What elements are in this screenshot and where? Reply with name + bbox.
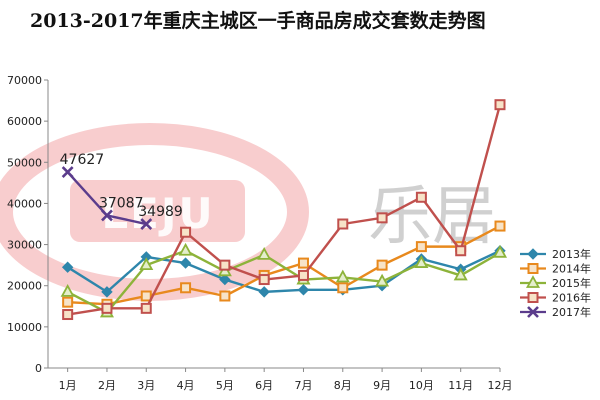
watermark-badge bbox=[70, 180, 245, 242]
y-tick-label: 60000 bbox=[7, 115, 42, 128]
data-point bbox=[101, 209, 113, 222]
data-point bbox=[375, 273, 390, 287]
data-point bbox=[257, 246, 272, 260]
data-point bbox=[335, 269, 350, 283]
y-tick-label: 40000 bbox=[7, 197, 42, 210]
series-line bbox=[67, 224, 501, 306]
series-2016年 bbox=[62, 99, 506, 321]
data-point bbox=[180, 282, 192, 294]
data-point bbox=[178, 242, 193, 256]
data-point bbox=[219, 290, 231, 302]
series-2013年 bbox=[61, 245, 506, 298]
data-point bbox=[527, 263, 539, 274]
data-point bbox=[179, 257, 192, 269]
data-point bbox=[414, 255, 429, 268]
data-point bbox=[60, 284, 75, 297]
data-point bbox=[376, 212, 388, 224]
data-point bbox=[219, 259, 231, 271]
data-point bbox=[62, 296, 74, 308]
data-label: 47627 bbox=[60, 152, 105, 168]
y-tick-label: 70000 bbox=[7, 74, 42, 87]
x-tick-label: 11月 bbox=[448, 379, 473, 392]
y-tick-label: 30000 bbox=[7, 239, 42, 252]
legend-label: 2015年 bbox=[552, 276, 591, 290]
x-tick-label: 6月 bbox=[255, 379, 273, 392]
watermark-text-latin: LEJU bbox=[101, 189, 214, 238]
data-point bbox=[415, 191, 427, 203]
series-2015年 bbox=[60, 242, 508, 318]
data-point bbox=[525, 275, 541, 288]
data-label: 37087 bbox=[99, 195, 144, 211]
data-point bbox=[140, 302, 152, 314]
data-point bbox=[258, 286, 270, 298]
x-tick-label: 2月 bbox=[98, 379, 116, 392]
legend-label: 2017年 bbox=[552, 305, 591, 319]
data-point bbox=[494, 99, 506, 111]
data-point bbox=[527, 292, 539, 303]
x-tick-label: 8月 bbox=[334, 379, 352, 392]
data-point bbox=[415, 241, 427, 253]
y-tick-label: 10000 bbox=[7, 321, 42, 334]
data-point bbox=[297, 269, 309, 281]
data-point bbox=[61, 166, 74, 178]
watermark-ring bbox=[0, 123, 309, 301]
chart-title: 2013-2017年重庆主城区一手商品房成交套数走势图 bbox=[30, 10, 486, 32]
x-tick-label: 9月 bbox=[373, 379, 391, 392]
x-tick-label: 7月 bbox=[294, 379, 312, 392]
data-point bbox=[337, 282, 349, 294]
data-point bbox=[61, 261, 74, 273]
legend-label: 2014年 bbox=[552, 262, 591, 276]
data-point bbox=[297, 284, 310, 296]
leju-watermark: LEJU 乐居 bbox=[0, 123, 496, 301]
y-tick-label: 0 bbox=[35, 362, 42, 375]
series-line bbox=[67, 249, 501, 294]
data-point bbox=[527, 306, 539, 318]
data-point bbox=[337, 218, 349, 230]
x-tick-label: 12月 bbox=[488, 379, 513, 392]
data-point bbox=[140, 218, 153, 230]
data-point bbox=[140, 290, 152, 302]
x-tick-label: 5月 bbox=[216, 379, 234, 392]
data-point bbox=[455, 245, 467, 257]
legend-label: 2016年 bbox=[552, 291, 591, 305]
x-tick-label: 4月 bbox=[177, 379, 195, 392]
data-label: 34989 bbox=[138, 204, 183, 220]
data-point bbox=[219, 273, 231, 286]
legend-label: 2013年 bbox=[552, 247, 591, 261]
y-tick-label: 50000 bbox=[7, 156, 42, 169]
watermark-text-cn: 乐居 bbox=[368, 180, 496, 254]
data-point bbox=[258, 274, 270, 286]
y-tick-label: 20000 bbox=[7, 280, 42, 293]
x-tick-label: 3月 bbox=[137, 379, 155, 392]
data-point bbox=[492, 244, 508, 258]
data-point bbox=[494, 220, 506, 232]
data-point bbox=[527, 248, 539, 260]
data-point bbox=[139, 257, 154, 271]
data-point bbox=[62, 309, 74, 321]
data-point bbox=[376, 259, 388, 271]
data-point bbox=[101, 302, 113, 314]
data-point bbox=[297, 257, 309, 269]
x-tick-label: 1月 bbox=[59, 379, 77, 392]
x-tick-label: 10月 bbox=[409, 379, 434, 392]
data-point bbox=[180, 226, 192, 238]
data-point bbox=[101, 286, 113, 298]
series-line bbox=[67, 249, 501, 314]
data-point bbox=[453, 267, 468, 281]
series-2017年 bbox=[61, 166, 153, 230]
series-line bbox=[67, 104, 502, 316]
